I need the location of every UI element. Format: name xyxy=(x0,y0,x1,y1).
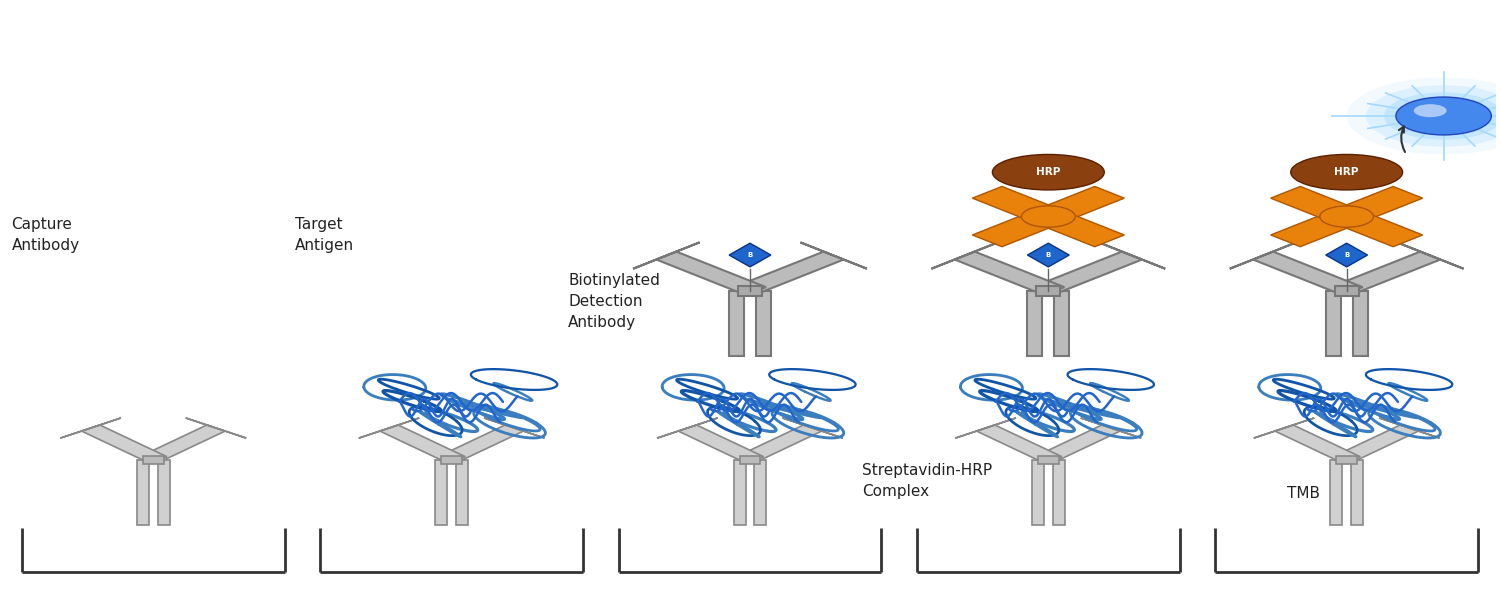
Text: Streptavidin-HRP
Complex: Streptavidin-HRP Complex xyxy=(862,463,992,499)
Bar xyxy=(1028,291,1042,356)
Text: Biotinylated
Detection
Antibody: Biotinylated Detection Antibody xyxy=(568,274,660,331)
Polygon shape xyxy=(140,425,225,463)
Bar xyxy=(756,291,771,356)
Polygon shape xyxy=(1100,242,1166,269)
Polygon shape xyxy=(1275,425,1360,463)
Bar xyxy=(729,291,744,356)
Polygon shape xyxy=(956,418,1016,438)
Bar xyxy=(1335,286,1359,296)
Polygon shape xyxy=(484,418,544,438)
Polygon shape xyxy=(657,251,766,295)
Bar xyxy=(1036,286,1060,296)
Polygon shape xyxy=(1080,418,1142,438)
Bar xyxy=(441,455,462,464)
Bar xyxy=(754,460,766,525)
Bar xyxy=(435,460,447,525)
Circle shape xyxy=(1366,85,1500,147)
Polygon shape xyxy=(972,187,1125,247)
Polygon shape xyxy=(380,425,465,463)
Text: HRP: HRP xyxy=(1335,167,1359,177)
Polygon shape xyxy=(81,425,166,463)
Polygon shape xyxy=(438,425,524,463)
Bar xyxy=(1330,460,1342,525)
Bar xyxy=(1352,460,1364,525)
Polygon shape xyxy=(60,418,122,438)
Polygon shape xyxy=(1330,251,1440,295)
Circle shape xyxy=(1384,92,1500,140)
Bar xyxy=(1054,291,1070,356)
Circle shape xyxy=(1320,206,1374,227)
Bar xyxy=(1336,455,1358,464)
Polygon shape xyxy=(801,242,867,269)
Text: TMB: TMB xyxy=(1287,487,1320,502)
Ellipse shape xyxy=(1290,154,1402,190)
Bar xyxy=(136,460,148,525)
Polygon shape xyxy=(358,418,420,438)
Text: A: A xyxy=(1342,194,1350,203)
Circle shape xyxy=(1396,97,1491,135)
Polygon shape xyxy=(954,251,1065,295)
Polygon shape xyxy=(976,425,1062,463)
Bar xyxy=(738,286,762,296)
Text: B: B xyxy=(1046,230,1052,239)
Text: A: A xyxy=(1046,194,1052,203)
Polygon shape xyxy=(1270,187,1422,247)
Polygon shape xyxy=(783,418,843,438)
Bar xyxy=(158,460,170,525)
Polygon shape xyxy=(729,243,771,267)
Polygon shape xyxy=(1028,243,1069,267)
Polygon shape xyxy=(678,425,764,463)
Polygon shape xyxy=(1035,425,1120,463)
Bar xyxy=(142,455,164,464)
Polygon shape xyxy=(633,242,699,269)
Polygon shape xyxy=(1270,187,1422,247)
Polygon shape xyxy=(1254,418,1314,438)
Polygon shape xyxy=(972,187,1125,247)
Bar xyxy=(1032,460,1044,525)
Bar xyxy=(456,460,468,525)
Bar xyxy=(1326,291,1341,356)
Bar xyxy=(740,455,760,464)
Bar xyxy=(1353,291,1368,356)
Circle shape xyxy=(1347,77,1500,154)
Text: Capture
Antibody: Capture Antibody xyxy=(12,217,80,253)
Polygon shape xyxy=(657,418,717,438)
Text: B: B xyxy=(747,252,753,258)
Polygon shape xyxy=(1032,251,1142,295)
Text: Target
Antigen: Target Antigen xyxy=(296,217,354,253)
Polygon shape xyxy=(1396,242,1464,269)
Polygon shape xyxy=(186,418,246,438)
Text: B: B xyxy=(1342,230,1350,239)
Bar xyxy=(734,460,746,525)
Circle shape xyxy=(1414,104,1446,117)
Bar xyxy=(1053,460,1065,525)
Polygon shape xyxy=(736,425,822,463)
Polygon shape xyxy=(1230,242,1296,269)
Text: B: B xyxy=(1046,252,1052,258)
Polygon shape xyxy=(1378,418,1440,438)
Polygon shape xyxy=(1326,243,1368,267)
Polygon shape xyxy=(734,251,843,295)
Circle shape xyxy=(1022,206,1076,227)
Polygon shape xyxy=(932,242,998,269)
Bar xyxy=(1038,455,1059,464)
Ellipse shape xyxy=(993,154,1104,190)
Text: B: B xyxy=(1344,252,1350,258)
Polygon shape xyxy=(1334,425,1419,463)
Text: HRP: HRP xyxy=(1036,167,1060,177)
Polygon shape xyxy=(1252,251,1362,295)
